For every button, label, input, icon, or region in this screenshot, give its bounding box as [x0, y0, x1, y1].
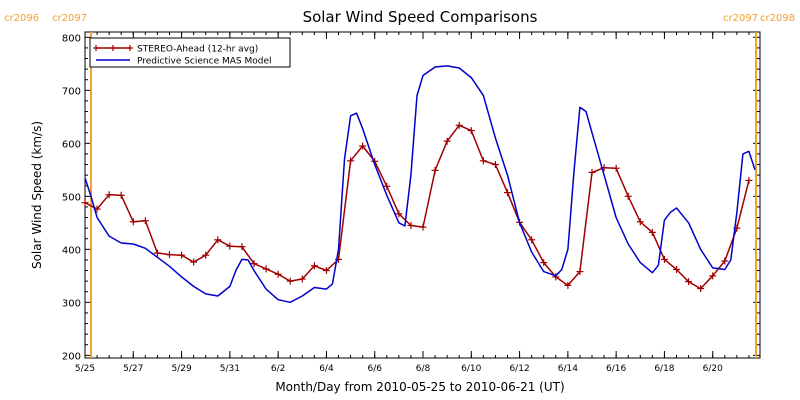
x-tick-label: 6/10 [461, 364, 481, 374]
y-tick-label: 200 [62, 351, 81, 362]
x-tick-label: 6/20 [703, 364, 723, 374]
stereo-data-point [660, 255, 668, 263]
series-line-stereo-ahead [84, 124, 750, 290]
stereo-data-point [81, 199, 89, 207]
stereo-data-point [648, 228, 656, 236]
stereo-data-point [528, 236, 536, 244]
stereo-data-point [467, 127, 475, 135]
stereo-data-point [105, 191, 113, 199]
x-tick-label: 6/8 [416, 364, 431, 374]
legend-label: Predictive Science MAS Model [137, 57, 272, 67]
stereo-data-point [166, 251, 174, 259]
x-tick-label: 6/6 [367, 364, 382, 374]
x-tick-label: 6/2 [271, 364, 285, 374]
x-tick-label: 5/25 [75, 364, 95, 374]
stereo-data-point [552, 273, 560, 281]
stereo-data-point [286, 277, 294, 285]
stereo-data-point [250, 260, 258, 268]
legend-label: STEREO-Ahead (12-hr avg) [137, 45, 258, 55]
stereo-data-point [419, 223, 427, 231]
stereo-data-point [298, 275, 306, 283]
stereo-data-point [178, 251, 186, 259]
x-tick-label: 5/29 [171, 364, 191, 374]
stereo-data-point [455, 121, 463, 129]
stereo-data-point [383, 182, 391, 190]
x-axis-label: Month/Day from 2010-05-25 to 2010-06-21 … [275, 380, 564, 394]
carrington-label-before: cr2096 [4, 13, 39, 24]
stereo-data-point [407, 221, 415, 229]
x-tick-label: 5/27 [123, 364, 143, 374]
stereo-data-point [190, 258, 198, 266]
stereo-data-point [745, 176, 753, 184]
stereo-data-point [359, 142, 367, 150]
stereo-data-point [322, 267, 330, 275]
stereo-data-point [347, 157, 355, 165]
stereo-data-point [709, 272, 717, 280]
legend: STEREO-Ahead (12-hr avg) Predictive Scien… [89, 37, 291, 68]
carrington-label-before: cr2097 [723, 13, 758, 24]
carrington-label-after: cr2097 [52, 13, 87, 24]
stereo-data-point [431, 166, 439, 174]
stereo-data-point [624, 192, 632, 200]
x-tick-label: 6/16 [606, 364, 626, 374]
stereo-data-point [685, 278, 693, 286]
x-tick-label: 6/14 [558, 364, 578, 374]
stereo-data-point [564, 281, 572, 289]
y-tick-label: 400 [62, 245, 81, 256]
stereo-data-point [576, 268, 584, 276]
carrington-label-after: cr2098 [760, 13, 795, 24]
stereo-data-point [491, 161, 499, 169]
y-tick-label: 300 [62, 298, 81, 309]
chart-title: Solar Wind Speed Comparisons [303, 8, 538, 26]
stereo-data-point [226, 242, 234, 250]
stereo-data-point [540, 259, 548, 267]
stereo-data-point [129, 218, 137, 226]
stereo-data-point [238, 243, 246, 251]
x-tick-label: 6/12 [509, 364, 529, 374]
y-tick-label: 800 [62, 33, 81, 44]
stereo-data-point [504, 189, 512, 197]
plot-area: 200 300 400 500 600 700 800 5/25 5/27 5/29 5/31 6/2… [4, 13, 795, 374]
stereo-data-point [262, 265, 270, 273]
x-tick-label: 6/18 [654, 364, 674, 374]
stereo-data-point [395, 210, 403, 218]
stereo-data-point [479, 157, 487, 165]
stereo-data-point [274, 270, 282, 278]
stereo-data-point [612, 164, 620, 172]
stereo-data-point [310, 262, 318, 270]
stereo-data-point [721, 257, 729, 265]
y-tick-label: 500 [62, 192, 81, 203]
stereo-data-point [636, 218, 644, 226]
stereo-data-point [588, 168, 596, 176]
y-tick-label: 700 [62, 86, 81, 97]
x-tick-label: 5/31 [220, 364, 240, 374]
legend-box [89, 37, 291, 68]
stereo-data-point [443, 137, 451, 145]
plot-frame [84, 31, 761, 359]
stereo-data-point [117, 191, 125, 199]
y-tick-label: 600 [62, 139, 81, 150]
stereo-data-point [697, 285, 705, 293]
stereo-data-point [202, 251, 210, 259]
stereo-data-point [141, 217, 149, 225]
x-tick-label: 6/4 [319, 364, 334, 374]
y-axis-label: Solar Wind Speed (km/s) [30, 121, 44, 269]
stereo-data-point [214, 236, 222, 244]
stereo-data-point [153, 249, 161, 257]
series-line-mas-model [84, 65, 756, 304]
stereo-data-point [673, 265, 681, 273]
